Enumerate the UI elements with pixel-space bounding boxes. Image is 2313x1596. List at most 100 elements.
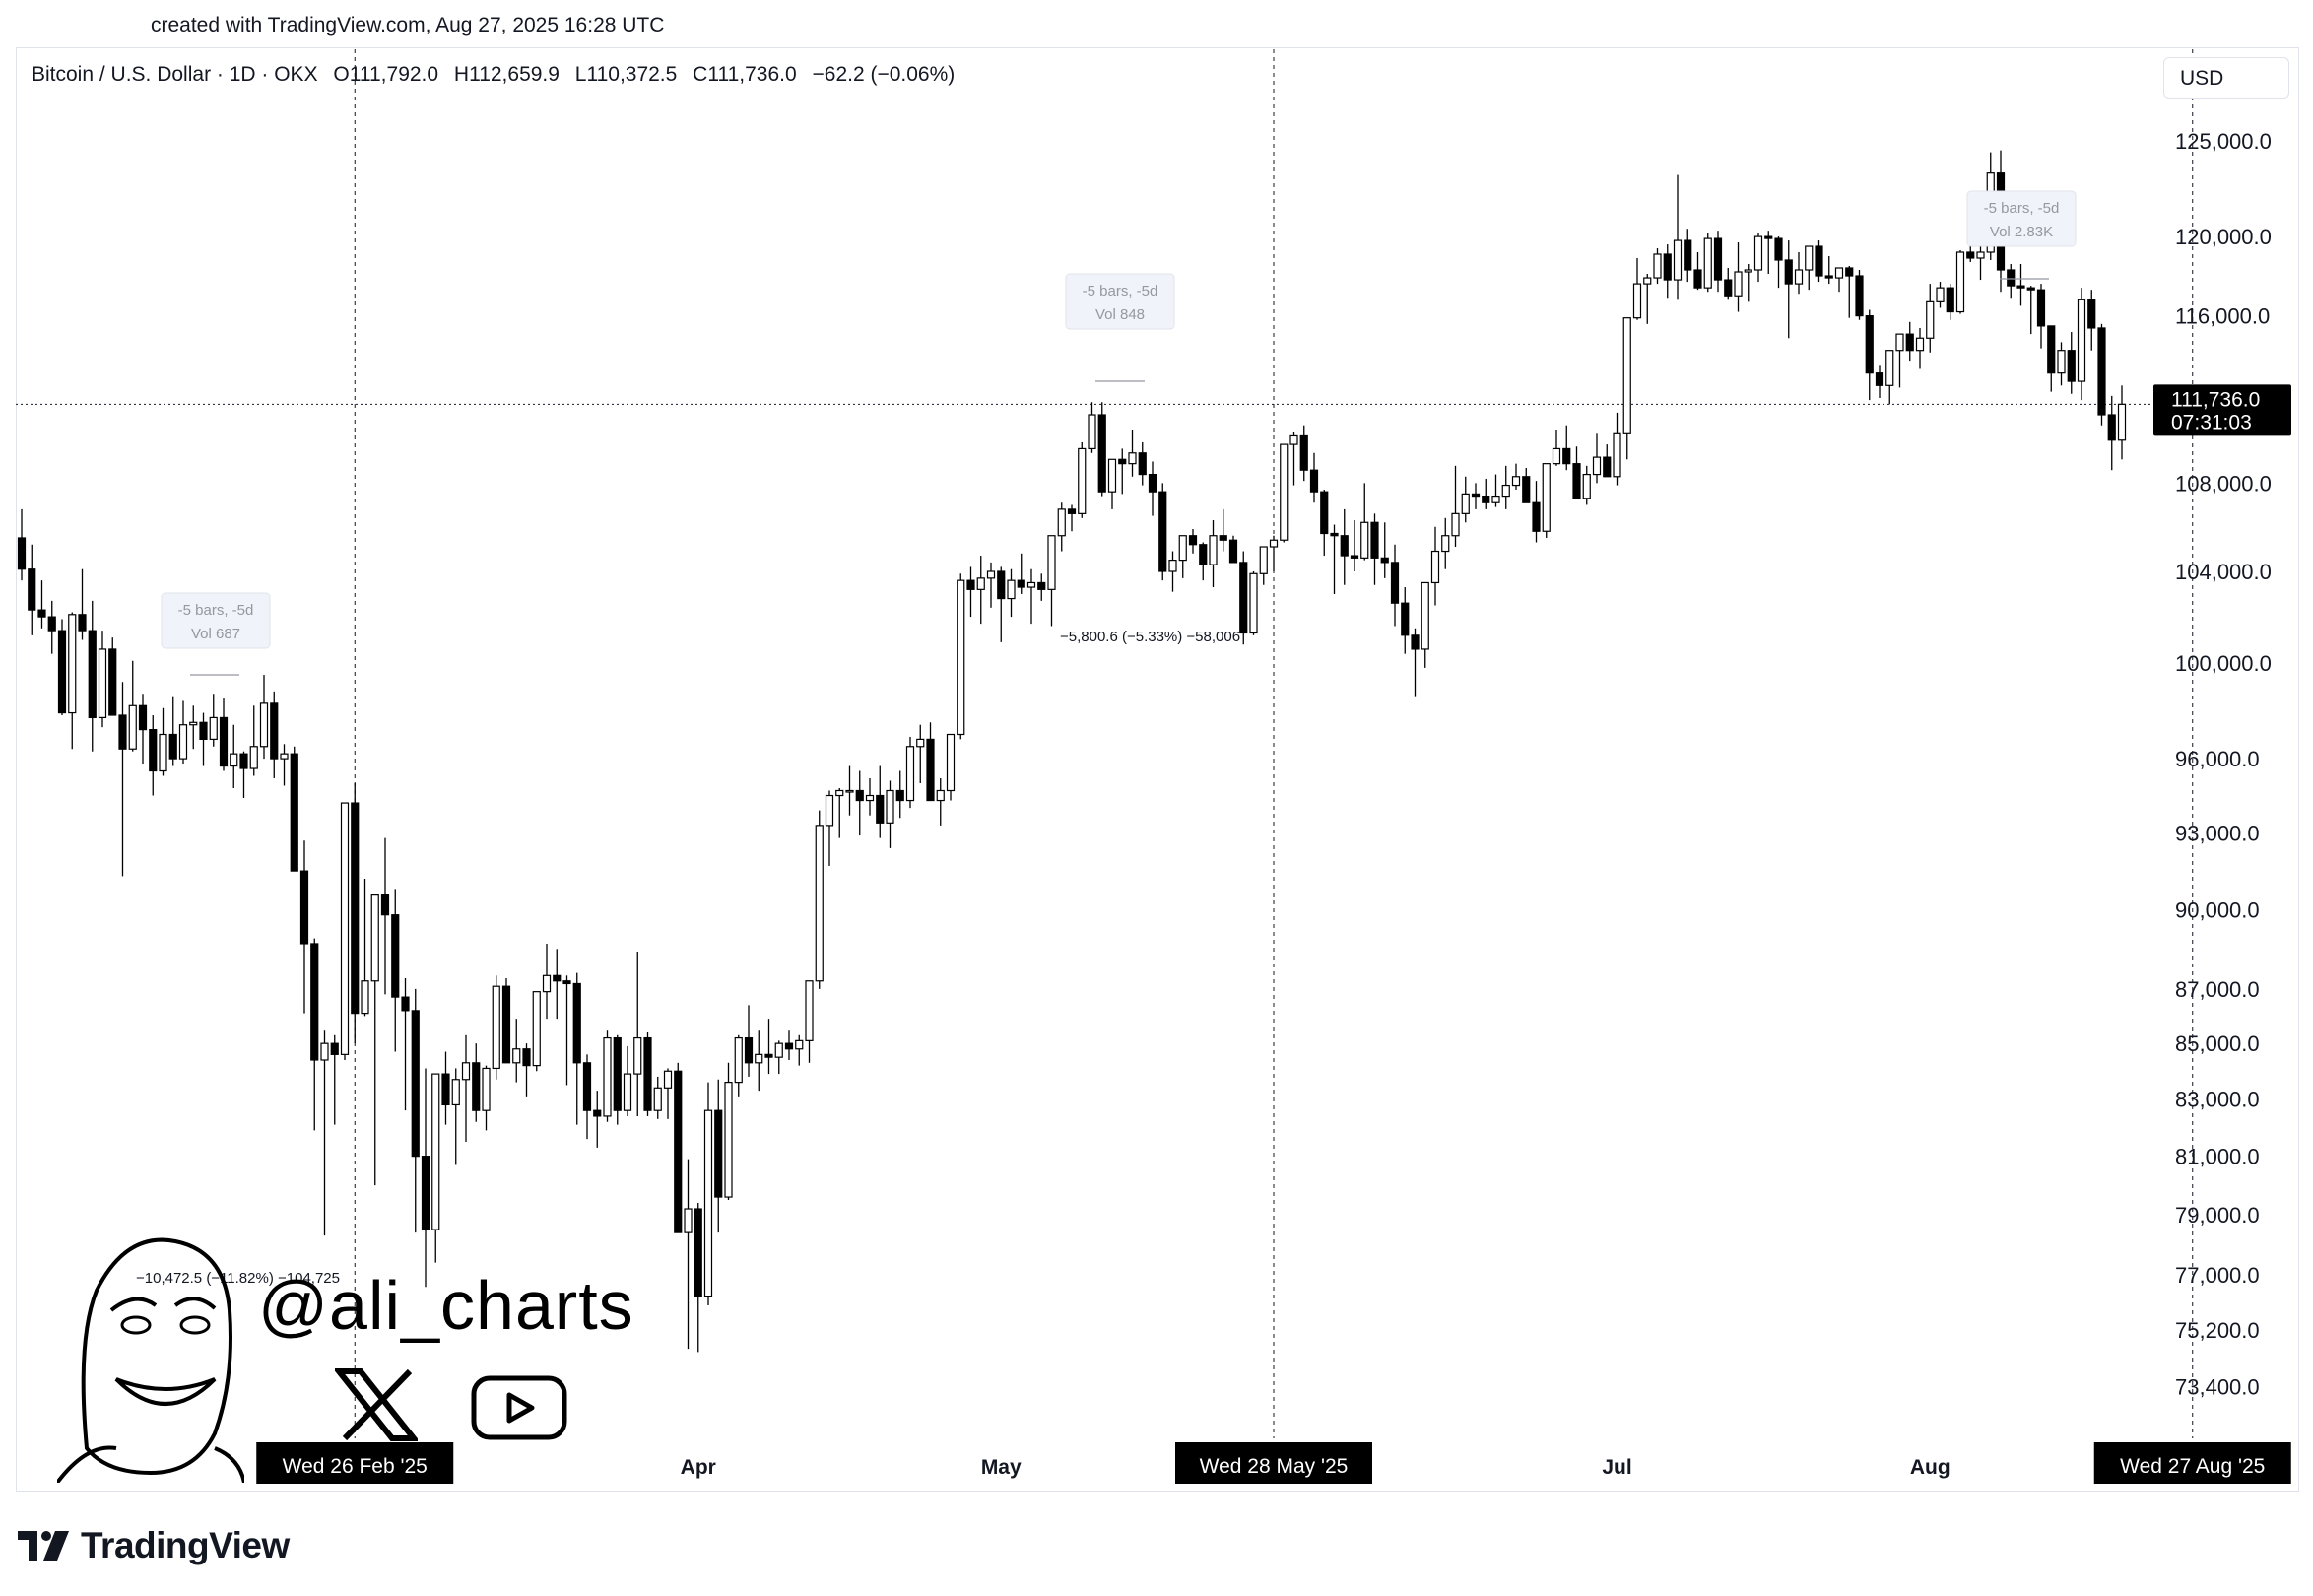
candle: [815, 810, 824, 989]
candle: [835, 787, 844, 838]
candle-body: [1976, 251, 1985, 259]
candle-body: [1138, 452, 1147, 476]
candle: [774, 1040, 783, 1075]
candle: [1794, 251, 1804, 295]
candle-body: [582, 1062, 592, 1111]
candle-body: [1542, 463, 1551, 532]
candle-body: [2117, 403, 2127, 441]
candle-body: [441, 1073, 450, 1106]
candle-body: [2057, 350, 2066, 374]
measure-note-volume: Vol 2.83K: [1990, 224, 2053, 240]
candle-body: [1744, 269, 1752, 273]
candle-body: [1047, 535, 1056, 590]
price-axis-label: 87,000.0: [2175, 977, 2260, 1002]
candle: [108, 637, 117, 716]
candle-body: [2067, 350, 2076, 382]
candles-layer: [17, 150, 2127, 1353]
candle-body: [865, 794, 875, 802]
candle-body: [1168, 560, 1177, 572]
current-price-tag: 111,736.007:31:03: [2153, 384, 2291, 436]
measure-result-may: −5,800.6 (−5.33%) −58,006: [1060, 629, 1240, 645]
candle-body: [1491, 495, 1500, 503]
candle-body: [128, 704, 137, 750]
candle-body: [512, 1048, 521, 1064]
candle-body: [1007, 579, 1016, 600]
candle: [1895, 333, 1904, 388]
candle-body: [411, 1010, 420, 1158]
candle-body: [340, 802, 350, 1055]
candle: [1269, 535, 1279, 571]
candle-body: [1017, 579, 1025, 588]
candle-body: [1562, 447, 1571, 465]
candle: [522, 1043, 531, 1097]
candle: [68, 612, 77, 750]
candle: [734, 1034, 743, 1097]
candle: [1088, 402, 1096, 453]
candle: [1199, 542, 1208, 581]
candle-body: [421, 1156, 430, 1230]
candle: [1421, 581, 1429, 668]
candle-body: [1603, 456, 1612, 478]
candle: [1532, 481, 1541, 543]
candle: [1572, 446, 1581, 499]
time-axis[interactable]: Apr May Jul Aug Wed 26 Feb '25 Wed 28 May '25…: [256, 1442, 2291, 1484]
candle-body: [986, 570, 996, 579]
currency-button[interactable]: USD: [2163, 57, 2289, 99]
candle-body: [401, 996, 410, 1012]
candle: [2077, 288, 2086, 401]
candle: [1370, 513, 1379, 585]
chart-credit: created with TradingView.com, Aug 27, 20…: [151, 14, 665, 36]
date-tag-label: Wed 28 May '25: [1200, 1455, 1349, 1478]
measure-result-feb: −10,472.5 (−11.82%) −104,725: [136, 1270, 340, 1287]
candle-body: [1966, 251, 1975, 259]
candle-body: [2026, 287, 2035, 291]
candle: [1501, 465, 1510, 509]
candle: [1653, 248, 1662, 285]
candle: [1603, 444, 1612, 478]
candle-body: [905, 746, 915, 802]
candle: [603, 1030, 612, 1122]
candle-body: [553, 974, 562, 982]
legend-high: H112,659.9: [453, 63, 560, 86]
candle: [441, 1051, 450, 1125]
candle-body: [1663, 253, 1672, 281]
candle: [1017, 553, 1025, 594]
candle-body: [1026, 581, 1036, 588]
candle-body: [230, 753, 238, 767]
candle-body: [118, 714, 127, 750]
candle: [351, 782, 360, 1044]
candle: [1774, 236, 1783, 289]
candle-body: [1421, 581, 1429, 650]
candle-body: [1411, 634, 1420, 650]
candle: [1522, 468, 1531, 503]
candle-body: [1936, 287, 1945, 302]
candle: [1411, 628, 1420, 697]
legend-symbol[interactable]: Bitcoin / U.S. Dollar · 1D · OKX: [32, 63, 318, 86]
candle: [199, 712, 208, 766]
candle-body: [1653, 253, 1662, 279]
candle-body: [168, 733, 177, 760]
candle: [1482, 478, 1490, 509]
candle: [391, 889, 400, 1052]
candle-body: [1088, 414, 1096, 450]
candle-body: [1199, 544, 1208, 565]
candle: [1330, 524, 1339, 594]
candle: [2117, 385, 2127, 460]
date-tag: Wed 26 Feb '25: [256, 1442, 454, 1484]
candle-body: [1067, 508, 1077, 514]
tradingview-logo[interactable]: TradingView: [18, 1525, 290, 1566]
candle-body: [492, 985, 500, 1070]
candle-body: [1592, 456, 1602, 476]
candle-body: [108, 648, 117, 716]
candle-body: [795, 1039, 804, 1050]
candle-body: [1401, 602, 1410, 636]
candle: [1734, 242, 1743, 312]
candle-body: [572, 982, 581, 1064]
candle-body: [1118, 458, 1127, 465]
price-axis-label: 104,000.0: [2175, 560, 2272, 584]
candle: [2087, 290, 2096, 351]
candle-body: [1128, 452, 1137, 465]
price-axis[interactable]: 125,000.0 120,000.0 116,000.0 108,000.0 104,…: [2153, 129, 2291, 1400]
candle: [2047, 325, 2056, 392]
